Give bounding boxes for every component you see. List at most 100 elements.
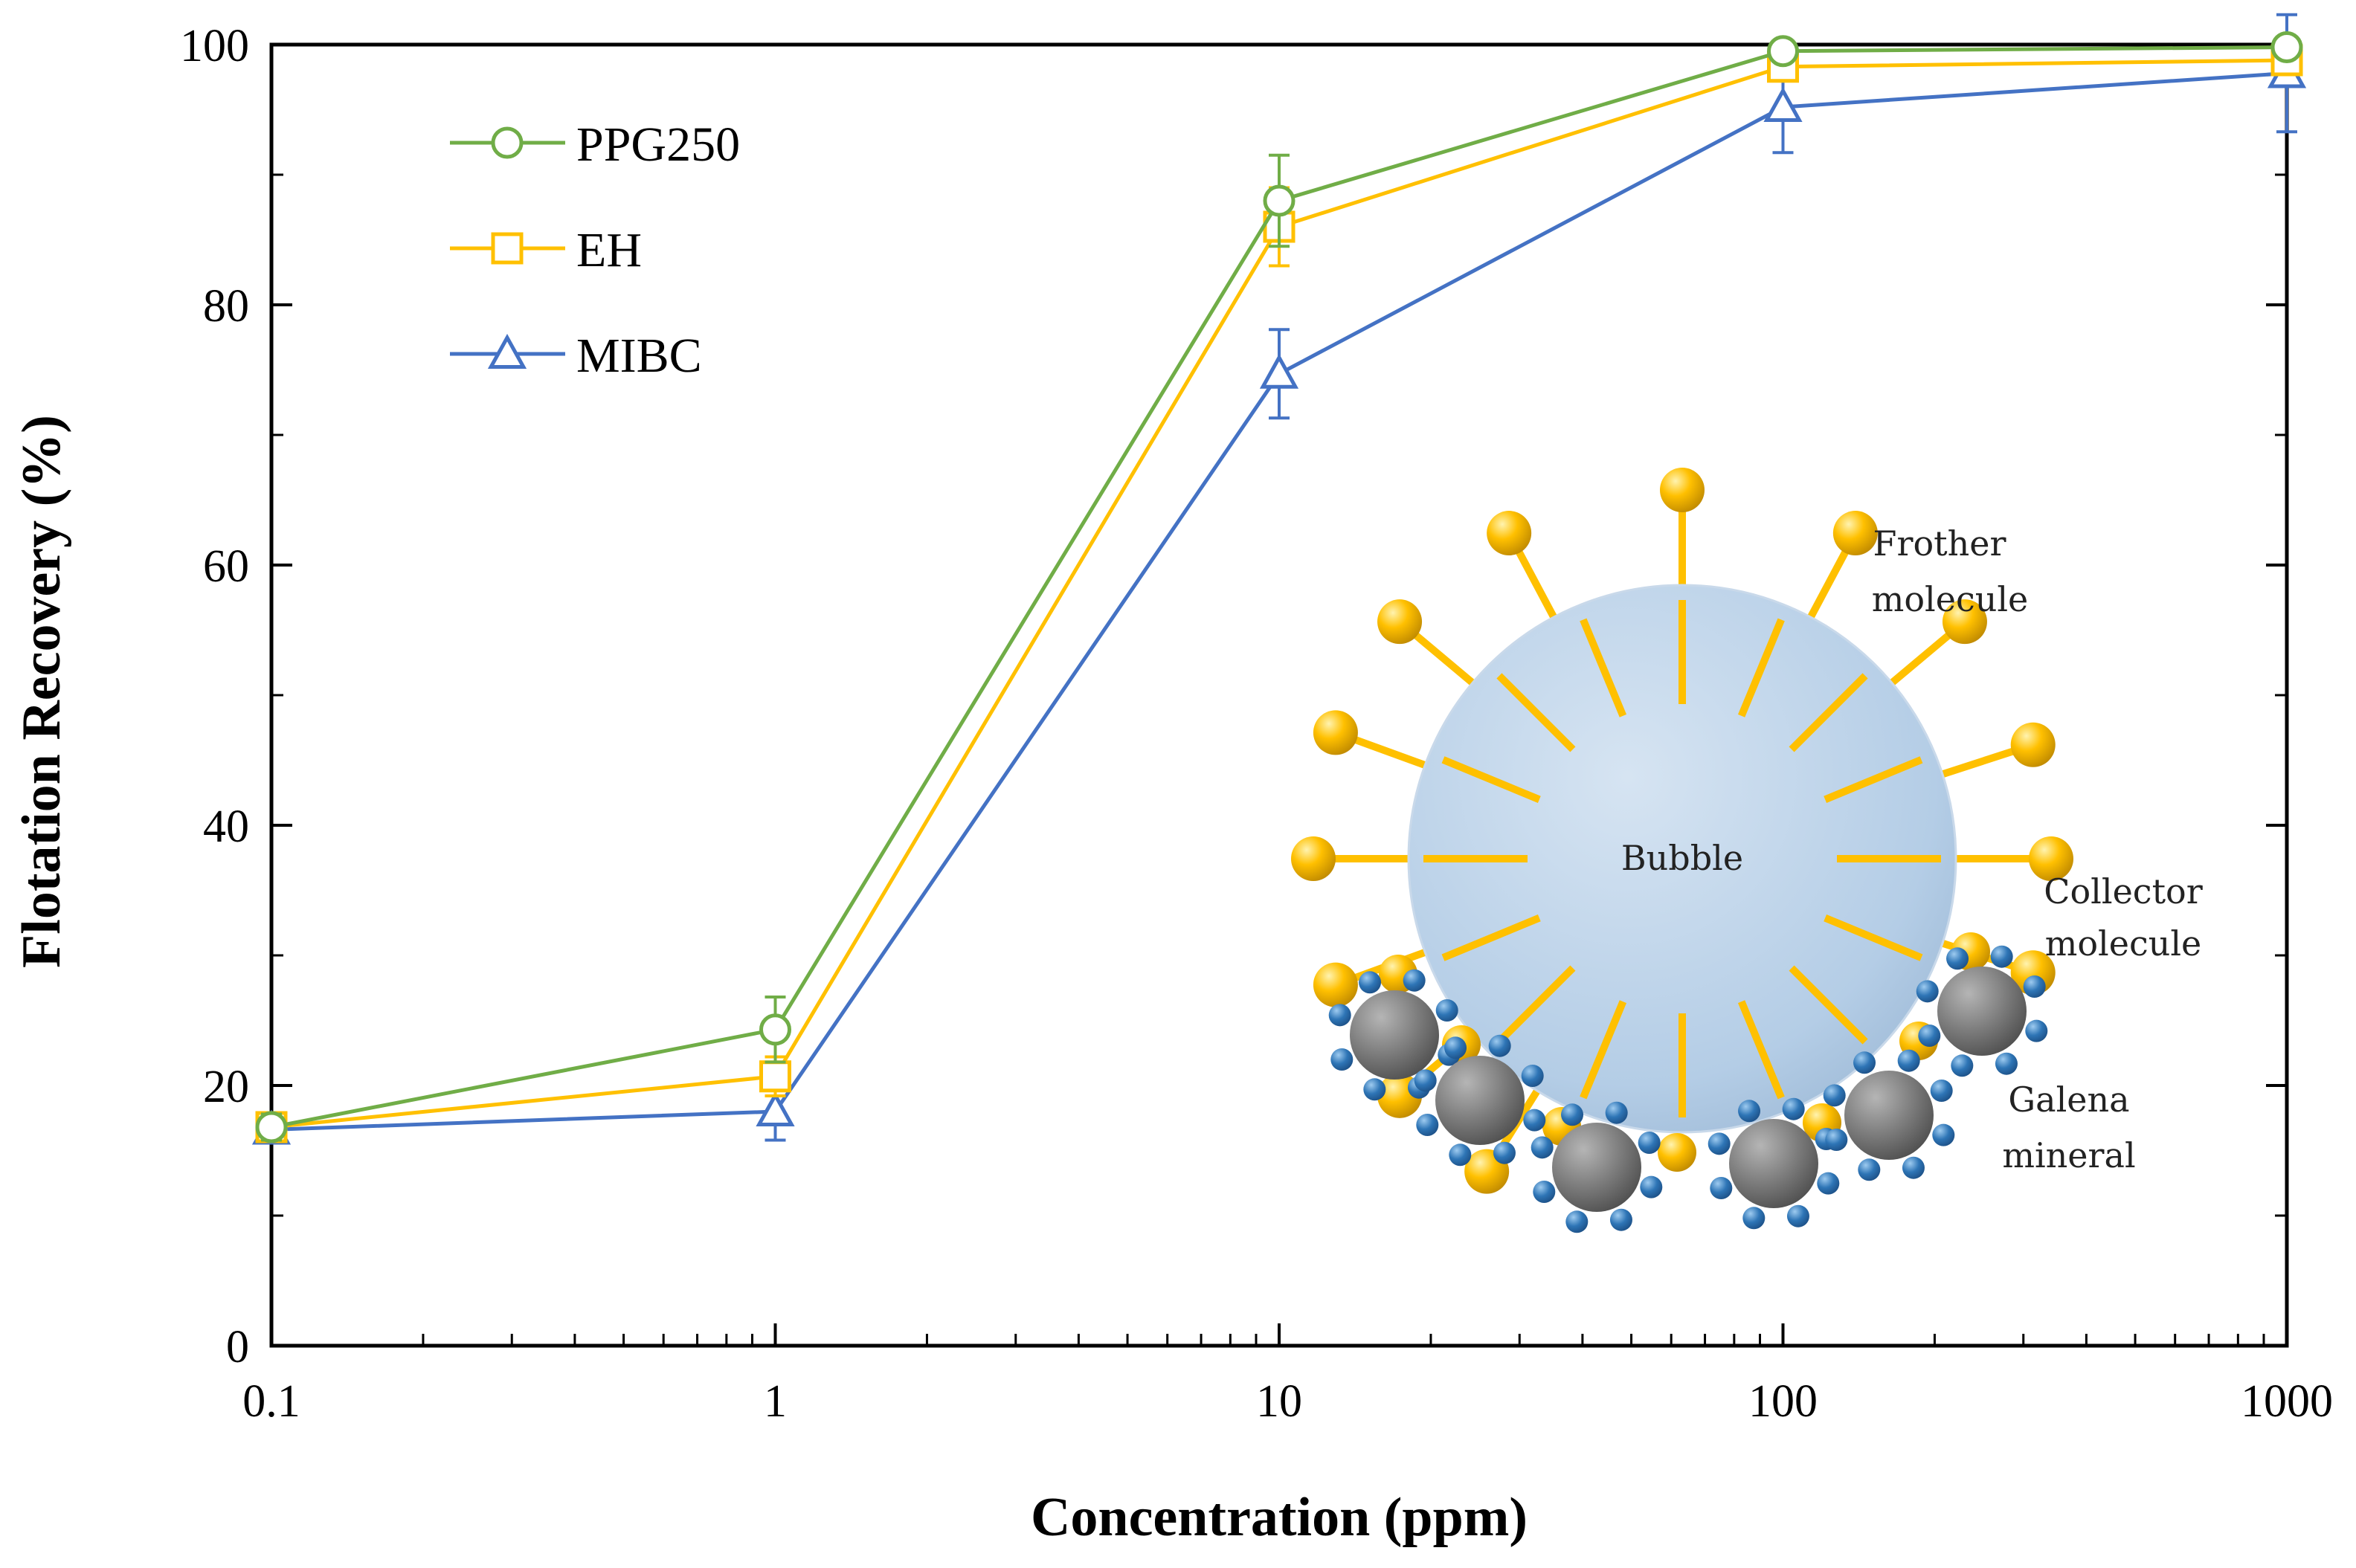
legend-label-mibc: MIBC bbox=[576, 329, 702, 383]
collector-molecule bbox=[1533, 1180, 1556, 1203]
collector-molecule bbox=[1946, 947, 1969, 970]
frother-head bbox=[1832, 511, 1878, 556]
data-point-ppg250 bbox=[255, 1111, 288, 1143]
collector-molecule bbox=[1435, 999, 1458, 1022]
frother-head bbox=[1377, 599, 1423, 645]
collector-molecule bbox=[1561, 1103, 1584, 1126]
collector-molecule bbox=[1414, 1069, 1437, 1092]
collector-molecule bbox=[1328, 1004, 1351, 1027]
frother-tail-inner bbox=[1737, 1000, 1785, 1100]
galena-particle bbox=[1729, 1119, 1818, 1208]
frother-tail-outer bbox=[1886, 630, 1954, 688]
frother-tail-inner bbox=[1789, 673, 1868, 752]
frother-head bbox=[2029, 836, 2073, 881]
frother-head bbox=[1291, 836, 1336, 881]
bubble-label: Bubble bbox=[1621, 838, 1743, 878]
collector-molecule bbox=[1403, 969, 1426, 992]
collector-molecule bbox=[2025, 1019, 2048, 1042]
collector-molecule bbox=[1742, 1207, 1766, 1230]
collector-molecule bbox=[1990, 945, 2013, 968]
collector-molecule bbox=[1609, 1208, 1632, 1231]
collector-molecule bbox=[1710, 1176, 1733, 1199]
data-point-mibc bbox=[1259, 353, 1299, 389]
y-tick-label: 0 bbox=[226, 1322, 249, 1372]
x-tick-label: 100 bbox=[1748, 1376, 1818, 1427]
collector-molecule bbox=[1858, 1158, 1881, 1181]
frother-tail-inner bbox=[1496, 673, 1576, 752]
frother-tail-outer bbox=[1350, 735, 1430, 770]
collector-molecule bbox=[1523, 1109, 1546, 1132]
collector-molecule bbox=[1444, 1036, 1467, 1059]
collector-molecule bbox=[1521, 1065, 1544, 1088]
galena-particle bbox=[1435, 1056, 1525, 1145]
galena-label-line2: mineral bbox=[2002, 1135, 2135, 1175]
collector-molecule bbox=[1565, 1210, 1589, 1233]
frother-tail-inner bbox=[1824, 756, 1923, 804]
chart-axes: 0 20 40 60 80 100 0.1 1 10 100 1000 bbox=[180, 21, 2333, 1427]
data-point-mibc bbox=[1763, 87, 1803, 122]
collector-molecule bbox=[1918, 1024, 1941, 1047]
legend-label-ppg250: PPG250 bbox=[576, 117, 740, 172]
collector-molecule bbox=[1825, 1128, 1848, 1151]
collector-molecule bbox=[1902, 1156, 1925, 1179]
frother-tail-inner bbox=[1441, 914, 1541, 961]
collector-molecule bbox=[1330, 1048, 1354, 1071]
collector-molecule bbox=[2023, 975, 2046, 998]
collector-molecule bbox=[1738, 1100, 1761, 1123]
frother-head bbox=[1942, 599, 1987, 645]
collector-label-line2: molecule bbox=[2045, 923, 2202, 964]
frother-tail-outer bbox=[1806, 546, 1851, 622]
frother-tail-inner bbox=[1441, 756, 1541, 804]
frother-head bbox=[1313, 962, 1358, 1007]
collector-molecule bbox=[1897, 1049, 1920, 1072]
y-tick-label: 80 bbox=[203, 281, 249, 332]
x-tick-label: 1000 bbox=[2241, 1376, 2333, 1427]
frother-tail-inner bbox=[1789, 965, 1868, 1045]
x-axis-title: Concentration (ppm) bbox=[1031, 1487, 1528, 1548]
legend: PPG250 EH MIBC bbox=[450, 117, 740, 383]
frother-head bbox=[1487, 511, 1532, 556]
data-point-ppg250 bbox=[759, 1013, 791, 1046]
collector-molecule bbox=[1823, 1084, 1846, 1107]
frother-head bbox=[1313, 710, 1358, 755]
collector-molecule bbox=[1817, 1172, 1840, 1195]
frother-label-line1: Frother bbox=[1873, 523, 2006, 564]
x-tick-label: 0.1 bbox=[242, 1376, 300, 1427]
collector-label-line1: Collector bbox=[2044, 871, 2202, 912]
collector-molecule bbox=[1493, 1141, 1516, 1164]
data-point-ppg250 bbox=[1767, 35, 1799, 68]
frother-head bbox=[2010, 722, 2056, 767]
series-layer bbox=[251, 13, 2307, 1145]
collector-head bbox=[1658, 1133, 1696, 1172]
frother-tail-inner bbox=[1824, 914, 1923, 961]
legend-marker-eh bbox=[491, 232, 524, 265]
frother-head bbox=[1660, 468, 1705, 512]
collector-molecule bbox=[1531, 1136, 1554, 1159]
collector-molecule bbox=[1638, 1132, 1661, 1155]
collector-molecule bbox=[1951, 1054, 1974, 1077]
collector-molecule bbox=[1359, 971, 1382, 994]
x-tick-label: 10 bbox=[1256, 1376, 1302, 1427]
data-point-eh bbox=[759, 1060, 791, 1093]
frother-label-line2: molecule bbox=[1872, 579, 2029, 619]
frother-tail-inner bbox=[1496, 965, 1576, 1045]
collector-molecule bbox=[1605, 1101, 1628, 1124]
data-point-ppg250 bbox=[2270, 31, 2303, 63]
collector-molecule bbox=[1708, 1132, 1731, 1155]
data-point-ppg250 bbox=[1263, 184, 1296, 217]
series-ppg250 bbox=[255, 31, 2303, 1143]
collector-molecule bbox=[1932, 1123, 1955, 1146]
galena-label-line1: Galena bbox=[2008, 1080, 2129, 1120]
galena-particle bbox=[1844, 1071, 1934, 1160]
y-tick-label: 100 bbox=[180, 21, 249, 71]
frother-tail-inner bbox=[1580, 1000, 1627, 1100]
legend-marker-ppg250 bbox=[491, 126, 524, 159]
y-tick-label: 20 bbox=[203, 1062, 249, 1112]
y-tick-label: 40 bbox=[203, 801, 249, 852]
frother-tail-outer bbox=[1410, 630, 1478, 688]
x-tick-label: 1 bbox=[764, 1376, 787, 1427]
legend-label-eh: EH bbox=[576, 223, 642, 277]
frother-tail-inner bbox=[1737, 618, 1785, 717]
y-tick-label: 60 bbox=[203, 541, 249, 592]
